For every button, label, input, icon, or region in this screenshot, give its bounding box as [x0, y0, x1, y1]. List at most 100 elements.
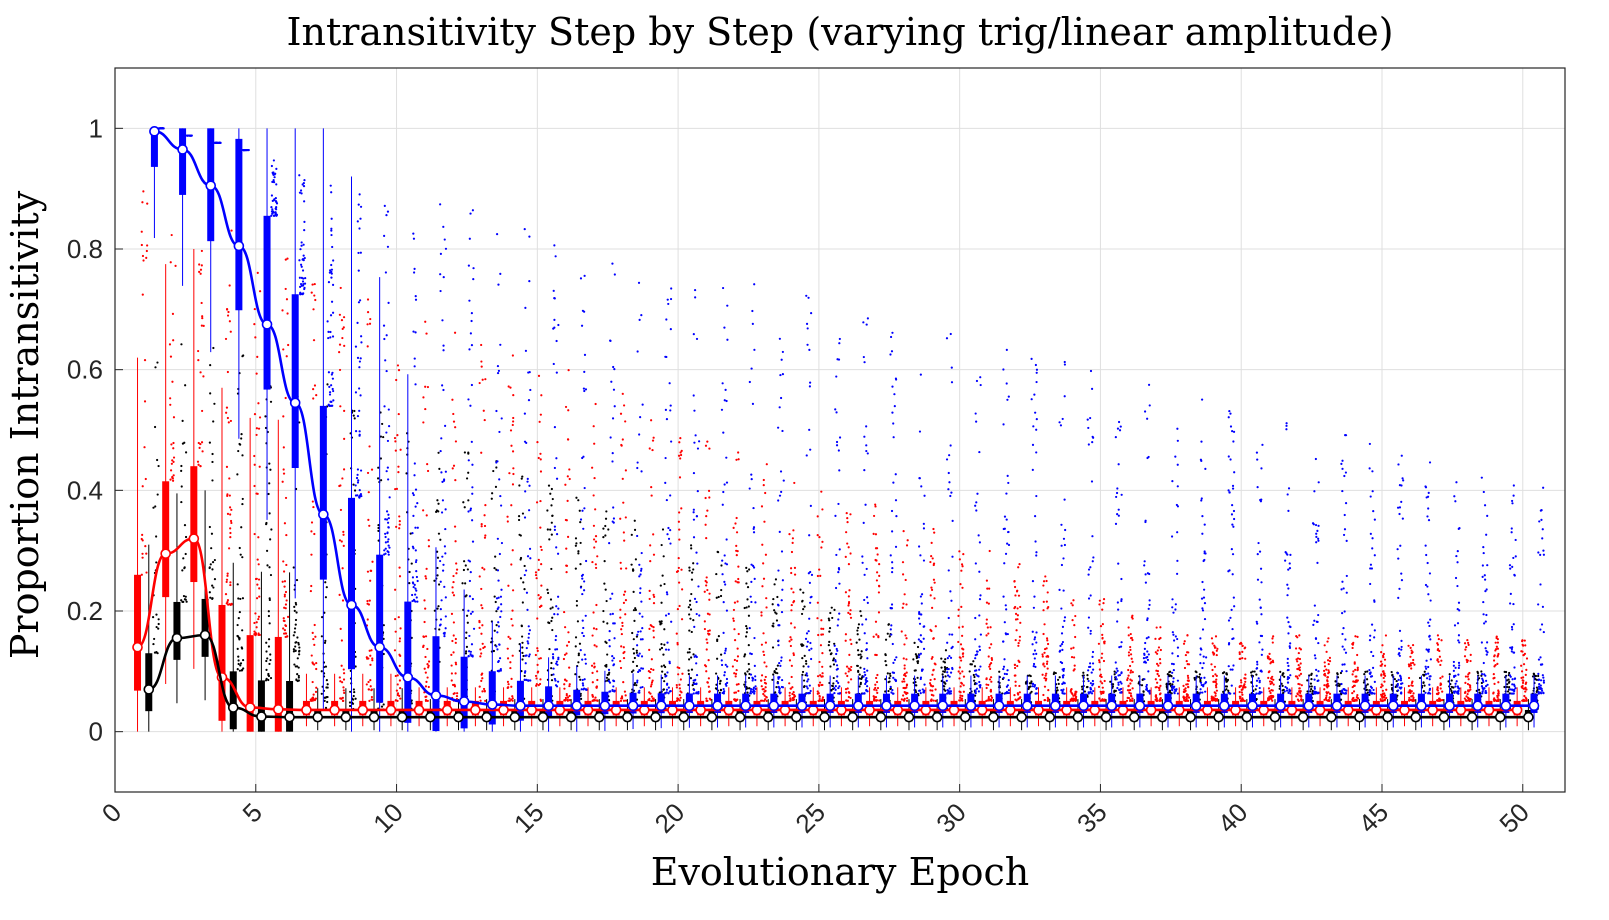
outlier-point: [412, 585, 415, 589]
outlier-point: [413, 365, 416, 368]
outlier-point: [1520, 670, 1524, 673]
outlier-point: [267, 610, 270, 613]
outlier-point: [1158, 686, 1161, 689]
outlier-point: [902, 677, 905, 681]
outlier-point: [718, 682, 722, 685]
outlier-point: [1493, 698, 1496, 701]
outlier-point: [547, 484, 551, 487]
outlier-point: [592, 538, 596, 541]
outlier-point: [959, 699, 962, 702]
outlier-point: [790, 571, 793, 575]
outlier-point: [257, 402, 260, 405]
outlier-point: [298, 646, 301, 649]
outlier-point: [384, 552, 387, 555]
outlier-point: [720, 653, 723, 656]
outlier-point: [414, 526, 417, 529]
outlier-point: [792, 653, 795, 657]
outlier-point: [821, 508, 824, 511]
outlier-point: [595, 686, 598, 689]
outlier-point: [792, 599, 796, 603]
outlier-point: [760, 611, 763, 614]
outlier-point: [932, 637, 935, 640]
outlier-point: [760, 505, 764, 508]
outlier-point: [565, 679, 568, 682]
outlier-point: [635, 649, 638, 652]
outlier-point: [1524, 644, 1527, 647]
outlier-point: [905, 544, 909, 547]
outlier-point: [744, 635, 748, 638]
outlier-point: [774, 578, 778, 581]
outlier-point: [888, 677, 891, 680]
outlier-point: [360, 341, 363, 344]
outlier-point: [916, 660, 920, 663]
outlier-point: [833, 642, 836, 645]
outlier-point: [229, 513, 232, 516]
outlier-point: [719, 689, 723, 692]
outlier-point: [692, 568, 695, 571]
outlier-point: [567, 631, 570, 634]
outlier-point: [535, 501, 539, 504]
outlier-point: [270, 164, 273, 168]
outlier-point: [331, 377, 334, 380]
outlier-point: [788, 682, 791, 685]
outlier-point: [1186, 693, 1189, 696]
outlier-point: [960, 659, 963, 662]
outlier-point: [762, 478, 765, 482]
outlier-point: [257, 615, 261, 618]
outlier-point: [1186, 679, 1189, 682]
outlier-point: [707, 677, 710, 680]
outlier-point: [343, 691, 346, 695]
outlier-point: [940, 657, 943, 660]
outlier-point: [1306, 679, 1309, 682]
outlier-point: [1409, 698, 1413, 701]
outlier-point: [1468, 671, 1471, 675]
outlier-point: [707, 489, 711, 493]
outlier-point: [874, 547, 878, 550]
outlier-point: [1327, 691, 1330, 694]
outlier-point: [800, 612, 804, 616]
outlier-point: [1437, 647, 1440, 651]
outlier-point: [145, 249, 148, 253]
outlier-point: [872, 635, 875, 638]
outlier-point: [799, 588, 802, 591]
outlier-point: [565, 644, 569, 647]
outlier-point: [591, 560, 594, 564]
outlier-point: [257, 578, 261, 581]
outlier-point: [405, 472, 408, 475]
outlier-point: [480, 343, 483, 347]
outlier-point: [775, 667, 778, 671]
outlier-point: [521, 601, 524, 604]
outlier-point: [688, 566, 691, 569]
outlier-point: [874, 686, 877, 690]
outlier-point: [1072, 669, 1075, 672]
outlier-point: [772, 622, 775, 625]
outlier-point: [1238, 651, 1241, 654]
outlier-point: [1168, 690, 1171, 694]
outlier-point: [1272, 635, 1275, 638]
outlier-point: [441, 555, 444, 558]
outlier-point: [633, 519, 636, 522]
outlier-point: [649, 560, 652, 563]
outlier-point: [253, 630, 256, 633]
outlier-point: [619, 699, 623, 702]
outlier-point: [366, 323, 369, 326]
outlier-point: [720, 588, 723, 592]
outlier-point: [293, 627, 297, 630]
outlier-point: [495, 624, 498, 627]
outlier-point: [1015, 629, 1018, 632]
outlier-point: [384, 271, 387, 274]
outlier-point: [1045, 637, 1049, 640]
outlier-point: [906, 539, 909, 542]
outlier-point: [1215, 678, 1218, 681]
outlier-point: [663, 680, 666, 683]
outlier-point: [536, 617, 539, 620]
outlier-point: [828, 626, 832, 630]
outlier-point: [680, 449, 683, 452]
outlier-point: [623, 590, 627, 593]
outlier-point: [396, 693, 399, 697]
outlier-point: [958, 558, 961, 561]
outlier-point: [368, 599, 371, 602]
outlier-point: [451, 467, 454, 470]
outlier-point: [1193, 676, 1196, 680]
outlier-point: [621, 438, 624, 441]
